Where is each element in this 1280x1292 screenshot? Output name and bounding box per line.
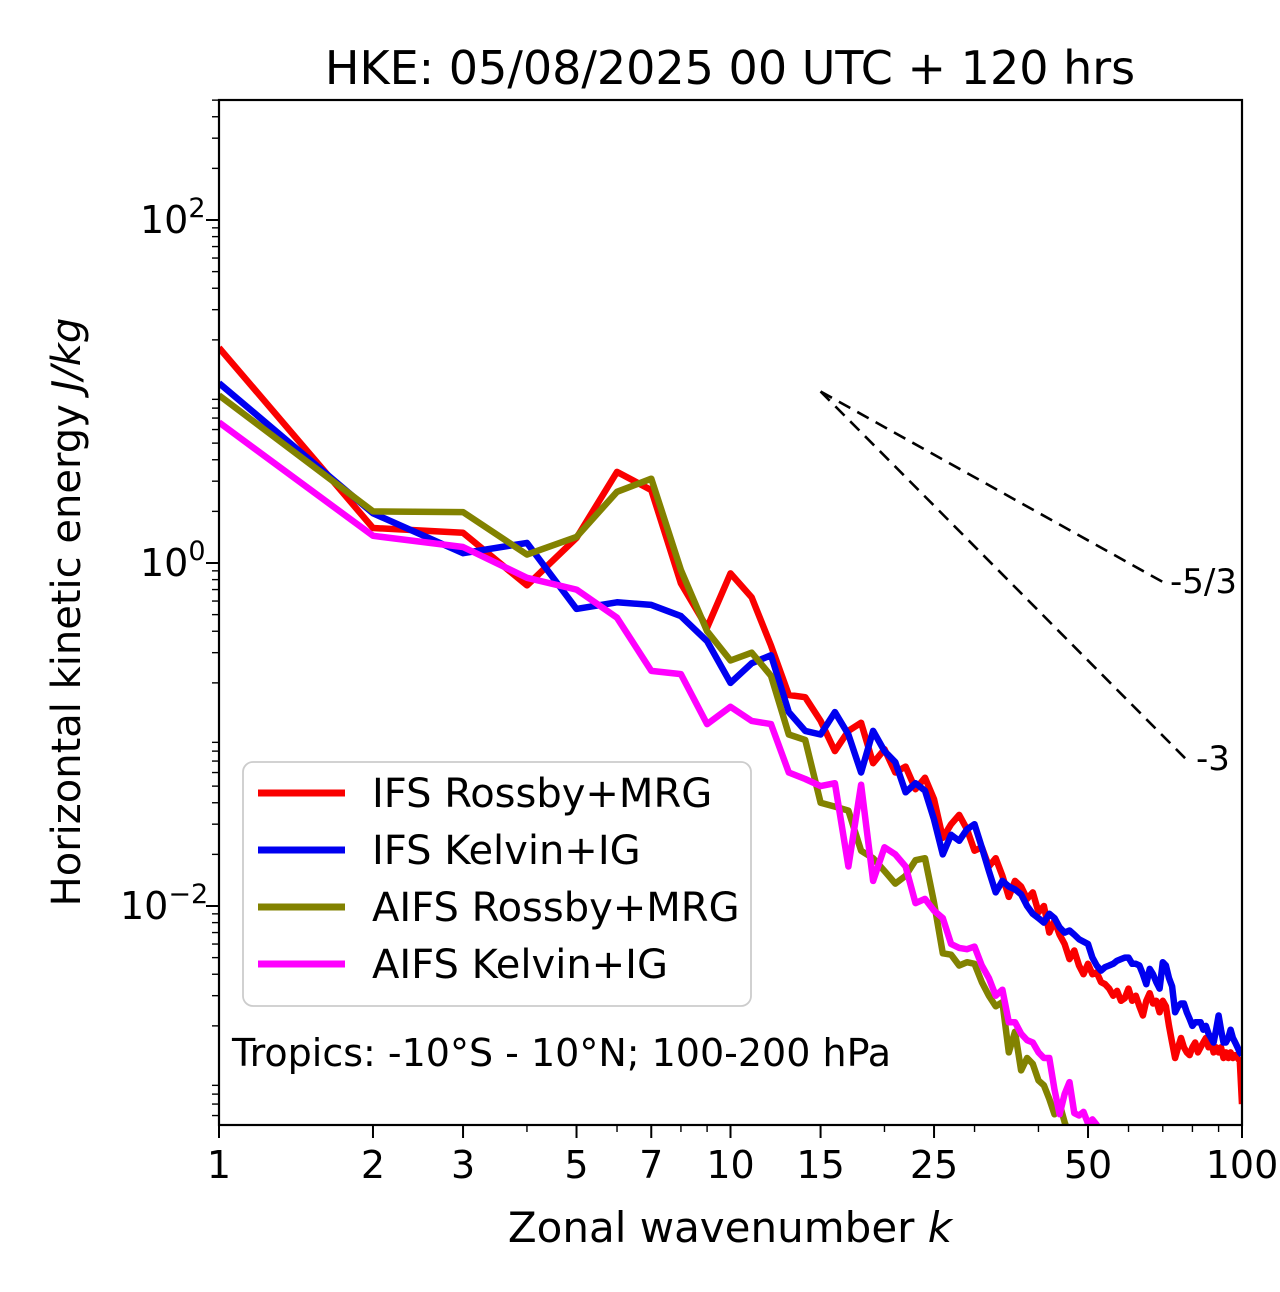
curve-aifs-rossby-mrg bbox=[219, 392, 1069, 1125]
x-tick-label: 50 bbox=[1064, 1143, 1112, 1187]
y-tick-label: 100 bbox=[140, 536, 206, 585]
curve-aifs-kelvin-ig bbox=[219, 419, 1101, 1125]
x-tick-label: 15 bbox=[796, 1143, 844, 1187]
x-tick-label: 2 bbox=[361, 1143, 385, 1187]
x-tick-label: 7 bbox=[639, 1143, 663, 1187]
slope-label-3: -3 bbox=[1196, 739, 1230, 779]
chart-title: HKE: 05/08/2025 00 UTC + 120 hrs bbox=[325, 41, 1135, 95]
legend-label: IFS Rossby+MRG bbox=[372, 771, 712, 817]
y-axis-minor-ticks bbox=[212, 99, 219, 1117]
x-tick-label: 25 bbox=[910, 1143, 958, 1187]
y-axis-major-ticks bbox=[206, 219, 219, 907]
legend-item-ifs-kelvin-ig: IFS Kelvin+IG bbox=[258, 828, 641, 874]
y-tick-labels: 102 100 10−2 bbox=[120, 193, 208, 928]
x-axis-major-ticks bbox=[218, 1125, 1243, 1138]
y-axis-label: Horizontal kinetic energy J/kg bbox=[44, 318, 90, 907]
legend: IFS Rossby+MRG IFS Kelvin+IG AIFS Rossby… bbox=[242, 761, 752, 1007]
spectra-curves bbox=[219, 345, 1242, 1125]
legend-label: IFS Kelvin+IG bbox=[372, 828, 641, 874]
x-axis-label: Zonal wavenumber k bbox=[508, 1203, 954, 1252]
curve-ifs-rossby-mrg bbox=[219, 345, 1242, 1105]
x-axis-minor-ticks bbox=[526, 1125, 1220, 1132]
slope-label-5-3: -5/3 bbox=[1170, 562, 1237, 602]
legend-label: AIFS Rossby+MRG bbox=[372, 885, 740, 931]
x-tick-label: 3 bbox=[451, 1143, 475, 1187]
legend-label: AIFS Kelvin+IG bbox=[372, 942, 668, 988]
x-tick-labels: 1 2 3 5 7 10 15 25 50 100 bbox=[207, 1143, 1278, 1187]
legend-box bbox=[242, 761, 752, 1007]
x-tick-label: 100 bbox=[1206, 1143, 1279, 1187]
x-tick-label: 5 bbox=[564, 1143, 588, 1187]
plot-frame bbox=[217, 98, 1244, 1127]
y-tick-label: 102 bbox=[140, 193, 206, 242]
legend-item-aifs-rossby-mrg: AIFS Rossby+MRG bbox=[258, 885, 740, 931]
legend-item-ifs-rossby-mrg: IFS Rossby+MRG bbox=[258, 771, 712, 817]
x-tick-label: 1 bbox=[207, 1143, 231, 1187]
reference-slope-lines bbox=[819, 390, 1188, 761]
x-tick-label: 10 bbox=[706, 1143, 754, 1187]
region-annotation: Tropics: -10°S - 10°N; 100-200 hPa bbox=[231, 1031, 891, 1075]
slope-reference-line bbox=[819, 390, 1188, 761]
curve-ifs-kelvin-ig bbox=[219, 380, 1242, 1058]
legend-item-aifs-kelvin-ig: AIFS Kelvin+IG bbox=[258, 942, 668, 988]
y-tick-label: 10−2 bbox=[120, 879, 208, 928]
slope-reference-line bbox=[819, 390, 1164, 584]
